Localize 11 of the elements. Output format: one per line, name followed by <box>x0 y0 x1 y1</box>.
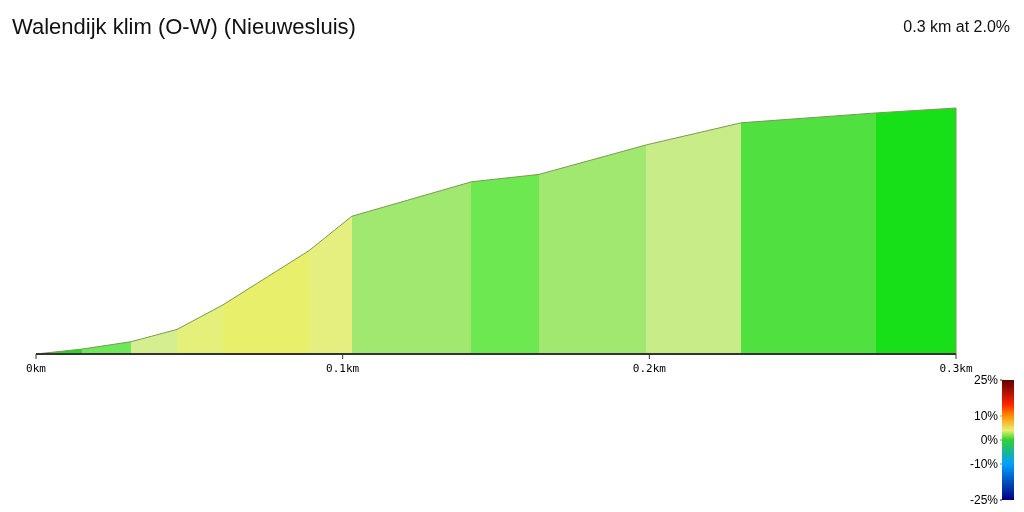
color-bar-label: 10% <box>973 409 999 423</box>
x-tick-label: 0.3km <box>939 362 973 375</box>
color-bar-label: -10% <box>969 457 999 471</box>
color-bar-label: 25% <box>973 373 999 387</box>
x-tick-label: 0km <box>26 362 47 375</box>
color-bar-label: -25% <box>969 493 999 507</box>
x-tick-label: 0.2km <box>632 362 667 375</box>
chart-subtitle: 0.3 km at 2.0% <box>903 18 1010 35</box>
color-bar-label: 0% <box>980 433 999 447</box>
chart-title: Walendijk klim (O-W) (Nieuwesluis) <box>12 14 356 39</box>
x-tick-label: 0.1km <box>326 362 360 375</box>
